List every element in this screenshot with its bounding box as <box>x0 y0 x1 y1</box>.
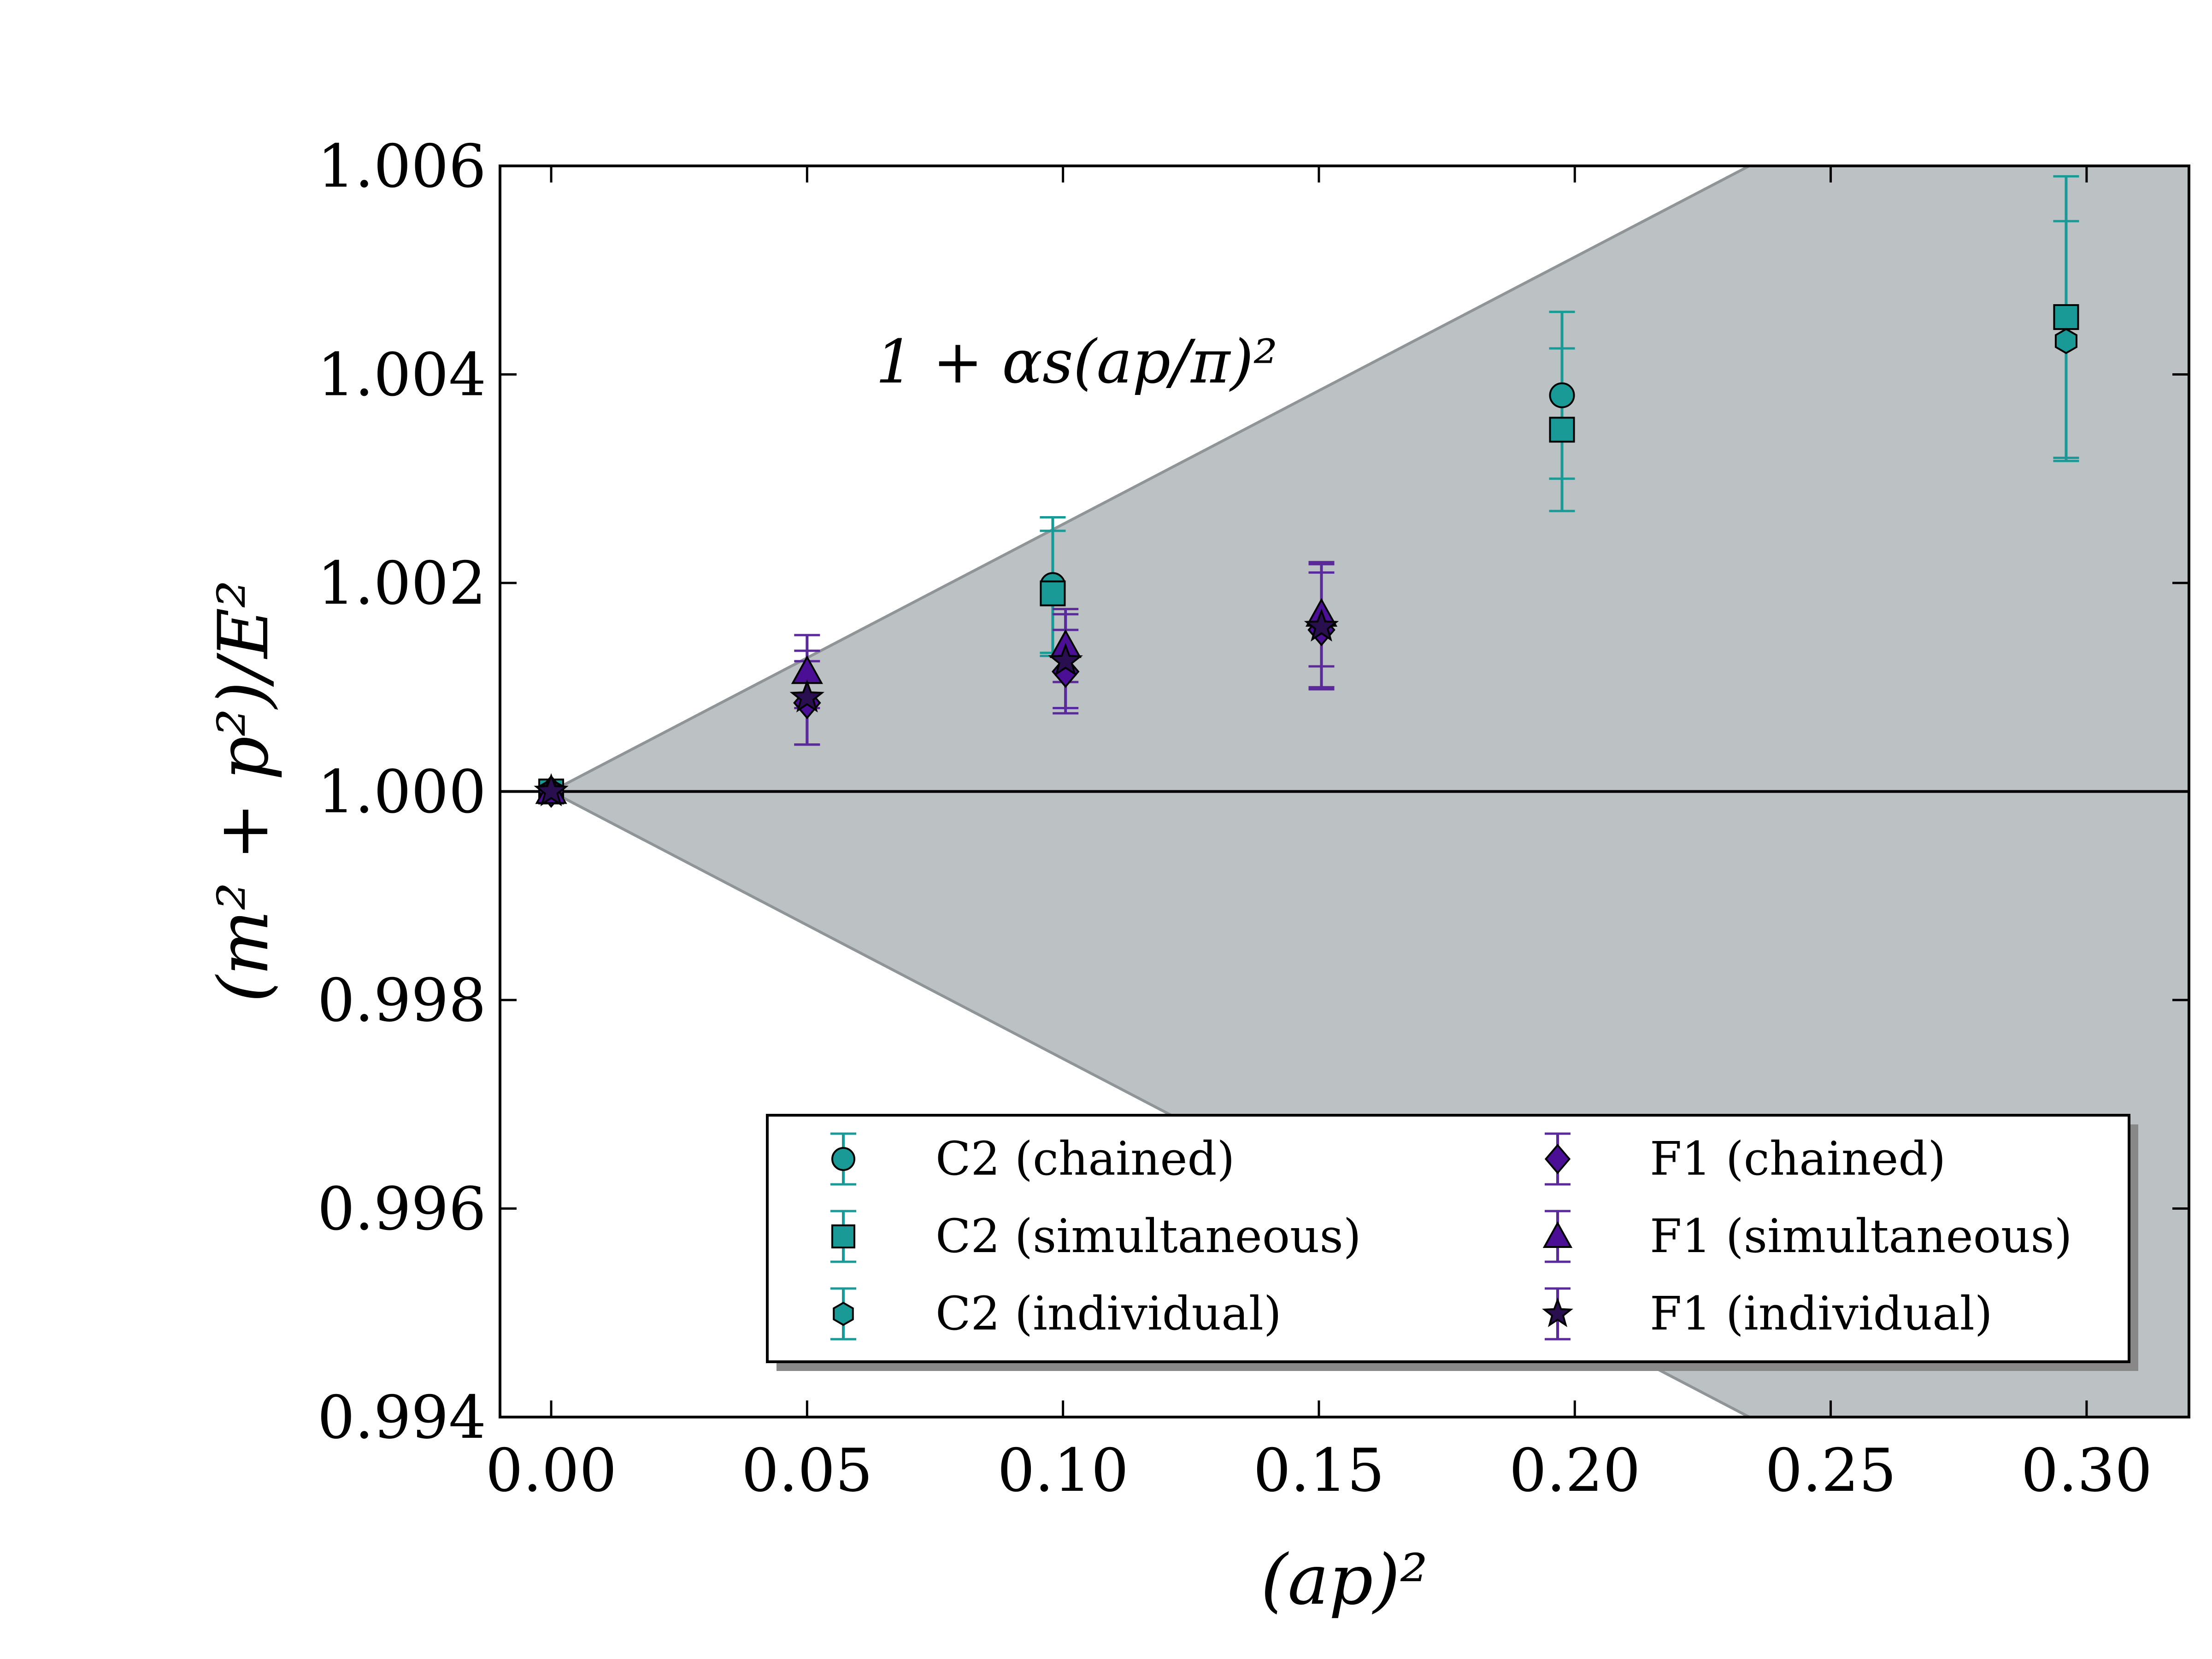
band-upper-edge <box>550 166 1753 793</box>
legend-marker <box>833 1301 854 1326</box>
y-tick-label: 0.998 <box>318 966 486 1035</box>
x-tick-label: 0.10 <box>997 1436 1129 1505</box>
y-tick-label: 0.996 <box>318 1175 486 1244</box>
legend-label: F1 (individual) <box>1650 1287 1993 1341</box>
axis-ticks: 0.00 0.05 0.10 0.15 0.20 0.25 0.30 0.994 0.996 0.… <box>318 132 2189 1505</box>
legend-label: F1 (simultaneous) <box>1650 1209 2072 1263</box>
data-point <box>1048 642 1083 676</box>
theory-band <box>550 166 2189 1417</box>
legend-label: C2 (simultaneous) <box>935 1209 1361 1263</box>
y-axis-title: (m² + p²)/E² <box>204 580 284 1003</box>
legend-marker <box>831 1224 855 1248</box>
x-tick-label: 0.30 <box>2021 1436 2152 1505</box>
band-fill <box>551 166 2189 1417</box>
legend-box <box>766 1114 2130 1363</box>
legend-marker <box>831 1147 855 1171</box>
legend-marker <box>1542 1221 1573 1248</box>
data-point <box>1304 608 1339 642</box>
y-tick-label: 1.004 <box>318 341 486 410</box>
data-point <box>534 773 569 806</box>
legend-marker <box>1542 1297 1573 1327</box>
data-point <box>1549 382 1575 408</box>
y-tick-label: 0.994 <box>318 1383 486 1452</box>
data-point <box>789 679 825 713</box>
y-tick-label: 1.000 <box>318 758 486 827</box>
y-tick-label: 1.002 <box>318 549 486 618</box>
data-point <box>2054 328 2077 354</box>
x-tick-label: 0.05 <box>741 1436 873 1505</box>
legend-label: C2 (individual) <box>935 1287 1282 1341</box>
data-points-layer <box>534 175 2079 808</box>
y-tick-label: 1.006 <box>318 132 486 201</box>
x-tick-label: 0.15 <box>1253 1436 1384 1505</box>
x-tick-label: 0.20 <box>1509 1436 1641 1505</box>
data-point <box>1549 417 1575 443</box>
x-tick-label: 0.00 <box>486 1436 617 1505</box>
band-annotation: 1 + αs(ap/π)² <box>876 327 1277 397</box>
legend: C2 (chained) C2 (simultaneous) C2 (individ… <box>766 1114 2138 1371</box>
legend-label: F1 (chained) <box>1650 1132 1946 1186</box>
x-axis-title: (ap)² <box>1261 1540 1428 1620</box>
x-tick-label: 0.25 <box>1765 1436 1896 1505</box>
legend-label: C2 (chained) <box>935 1132 1235 1186</box>
markers-f1-individual- <box>534 608 1339 806</box>
legend-marker <box>1544 1143 1571 1175</box>
data-point <box>2053 304 2079 330</box>
data-point <box>1040 580 1066 606</box>
